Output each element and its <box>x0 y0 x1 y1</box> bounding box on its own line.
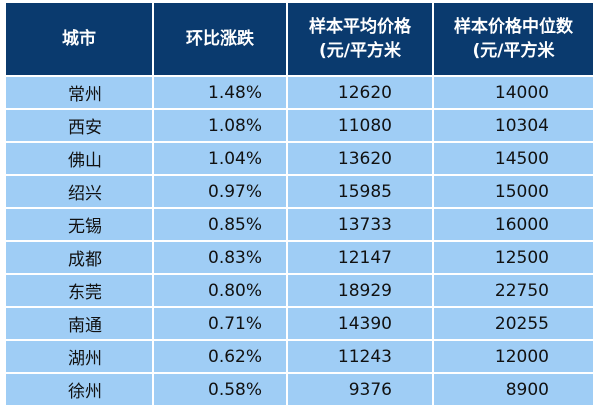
cell-avg-price: 18929 <box>288 275 434 308</box>
cell-avg-price: 13620 <box>288 143 434 176</box>
cell-avg-price: 12620 <box>288 77 434 110</box>
cell-avg-price: 13733 <box>288 209 434 242</box>
header-avg-price-unit: (元/平方米 <box>319 41 401 61</box>
cell-median-price: 22750 <box>434 275 593 308</box>
cell-change: 1.08% <box>154 110 288 143</box>
table-row: 常州 1.48% 12620 14000 <box>6 77 593 110</box>
cell-avg-price: 11080 <box>288 110 434 143</box>
cell-median-price: 20255 <box>434 308 593 341</box>
cell-avg-price: 14390 <box>288 308 434 341</box>
cell-median-price: 14500 <box>434 143 593 176</box>
cell-change: 0.83% <box>154 242 288 275</box>
table-row: 徐州 0.58% 9376 8900 <box>6 374 593 407</box>
cell-city: 成都 <box>6 242 154 275</box>
table-row: 无锡 0.85% 13733 16000 <box>6 209 593 242</box>
table-row: 成都 0.83% 12147 12500 <box>6 242 593 275</box>
cell-change: 0.58% <box>154 374 288 407</box>
header-city: 城市 <box>6 3 154 77</box>
table-header: 城市 环比涨跌 样本平均价格 (元/平方米 样本价格中位数 (元/平方米 <box>6 3 593 77</box>
header-city-label: 城市 <box>62 29 96 49</box>
cell-median-price: 8900 <box>434 374 593 407</box>
cell-city: 西安 <box>6 110 154 143</box>
cell-city: 南通 <box>6 308 154 341</box>
cell-median-price: 16000 <box>434 209 593 242</box>
table-row: 湖州 0.62% 11243 12000 <box>6 341 593 374</box>
cell-avg-price: 9376 <box>288 374 434 407</box>
header-median-price: 样本价格中位数 (元/平方米 <box>434 3 593 77</box>
city-price-table: 城市 环比涨跌 样本平均价格 (元/平方米 样本价格中位数 (元/平方米 常州 … <box>6 3 593 407</box>
cell-city: 佛山 <box>6 143 154 176</box>
cell-median-price: 10304 <box>434 110 593 143</box>
cell-median-price: 15000 <box>434 176 593 209</box>
cell-change: 1.48% <box>154 77 288 110</box>
cell-change: 0.97% <box>154 176 288 209</box>
cell-city: 东莞 <box>6 275 154 308</box>
cell-change: 0.80% <box>154 275 288 308</box>
header-change: 环比涨跌 <box>154 3 288 77</box>
cell-change: 1.04% <box>154 143 288 176</box>
cell-median-price: 12500 <box>434 242 593 275</box>
cell-change: 0.62% <box>154 341 288 374</box>
table-row: 佛山 1.04% 13620 14500 <box>6 143 593 176</box>
table-row: 绍兴 0.97% 15985 15000 <box>6 176 593 209</box>
table-row: 东莞 0.80% 18929 22750 <box>6 275 593 308</box>
header-avg-price-label: 样本平均价格 <box>309 17 411 37</box>
cell-city: 常州 <box>6 77 154 110</box>
table-row: 南通 0.71% 14390 20255 <box>6 308 593 341</box>
cell-change: 0.71% <box>154 308 288 341</box>
header-median-price-label: 样本价格中位数 <box>454 17 573 37</box>
cell-change: 0.85% <box>154 209 288 242</box>
cell-city: 绍兴 <box>6 176 154 209</box>
cell-city: 湖州 <box>6 341 154 374</box>
header-row: 城市 环比涨跌 样本平均价格 (元/平方米 样本价格中位数 (元/平方米 <box>6 3 593 77</box>
cell-city: 徐州 <box>6 374 154 407</box>
cell-city: 无锡 <box>6 209 154 242</box>
cell-median-price: 14000 <box>434 77 593 110</box>
table-body: 常州 1.48% 12620 14000 西安 1.08% 11080 1030… <box>6 77 593 407</box>
cell-avg-price: 12147 <box>288 242 434 275</box>
header-median-price-unit: (元/平方米 <box>472 41 555 61</box>
cell-median-price: 12000 <box>434 341 593 374</box>
header-avg-price: 样本平均价格 (元/平方米 <box>288 3 434 77</box>
table-row: 西安 1.08% 11080 10304 <box>6 110 593 143</box>
cell-avg-price: 11243 <box>288 341 434 374</box>
header-change-label: 环比涨跌 <box>186 29 254 49</box>
cell-avg-price: 15985 <box>288 176 434 209</box>
